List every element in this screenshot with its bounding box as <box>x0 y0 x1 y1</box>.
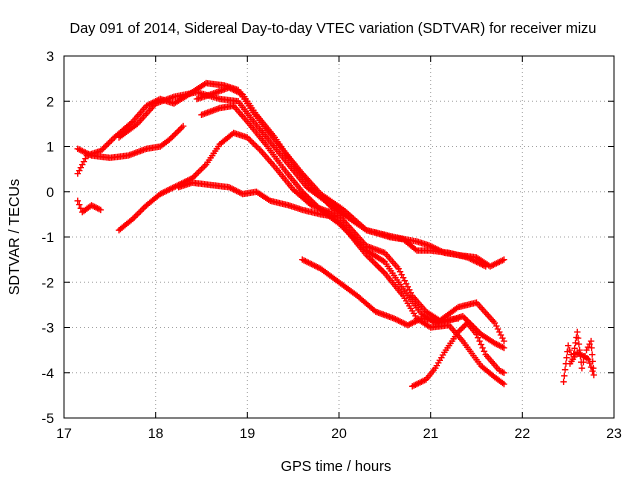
series-track-j <box>74 197 104 216</box>
y-tick-label: -4 <box>42 365 55 381</box>
marker-trace <box>409 319 508 390</box>
x-tick-label: 23 <box>606 425 622 441</box>
series-track-i <box>409 319 508 390</box>
y-tick-label: -1 <box>42 229 55 245</box>
plot-frame <box>63 55 615 419</box>
x-tick-label: 21 <box>423 425 439 441</box>
marker-trace <box>74 197 104 216</box>
y-tick-label: 3 <box>46 48 54 64</box>
x-tick-label: 19 <box>240 425 256 441</box>
y-tick-label: 2 <box>46 93 54 109</box>
x-tick-label: 17 <box>56 425 72 441</box>
y-tick-label: -2 <box>42 274 55 290</box>
data-points <box>74 79 597 390</box>
x-tick-label: 20 <box>331 425 347 441</box>
y-tick-label: 0 <box>46 184 54 200</box>
series-track-g <box>175 179 338 220</box>
x-tick-label: 18 <box>148 425 164 441</box>
series-track-k <box>560 328 597 385</box>
y-tick-label: 1 <box>46 139 54 155</box>
marker-trace <box>299 256 462 329</box>
chart-title: Day 091 of 2014, Sidereal Day-to-day VTE… <box>70 21 597 37</box>
y-tick-label: -5 <box>42 410 55 426</box>
marker-trace <box>560 328 597 385</box>
x-axis-label: GPS time / hours <box>281 459 391 475</box>
y-axis-label: SDTVAR / TECUs <box>7 179 23 295</box>
series-track-h <box>299 256 462 329</box>
y-tick-label: -3 <box>42 320 55 336</box>
x-tick-label: 22 <box>515 425 531 441</box>
marker-trace <box>175 179 338 220</box>
